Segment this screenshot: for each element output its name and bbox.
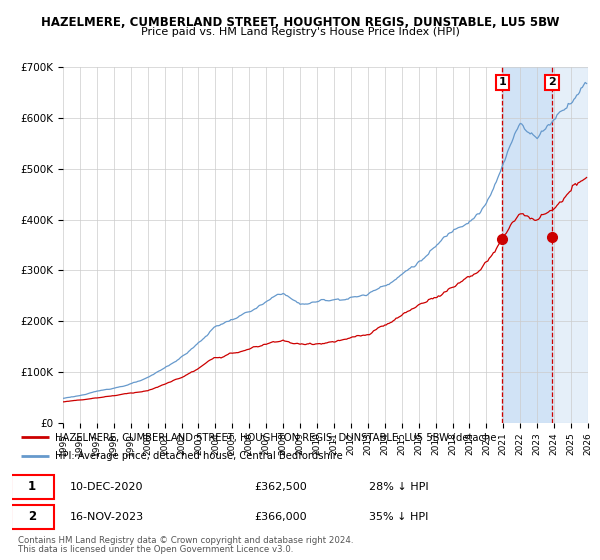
Text: HAZELMERE, CUMBERLAND STREET, HOUGHTON REGIS, DUNSTABLE, LU5 5BW: HAZELMERE, CUMBERLAND STREET, HOUGHTON R… [41,16,559,29]
Text: 35% ↓ HPI: 35% ↓ HPI [369,512,428,522]
FancyBboxPatch shape [11,474,54,499]
Text: HAZELMERE, CUMBERLAND STREET, HOUGHTON REGIS, DUNSTABLE, LU5 5BW (detache: HAZELMERE, CUMBERLAND STREET, HOUGHTON R… [55,432,497,442]
FancyBboxPatch shape [11,505,54,529]
Text: 28% ↓ HPI: 28% ↓ HPI [369,482,429,492]
Text: Contains HM Land Registry data © Crown copyright and database right 2024.: Contains HM Land Registry data © Crown c… [18,536,353,545]
Text: 1: 1 [28,480,36,493]
Text: 10-DEC-2020: 10-DEC-2020 [70,482,143,492]
Text: £366,000: £366,000 [254,512,307,522]
Text: 1: 1 [499,77,506,87]
Text: 2: 2 [548,77,556,87]
Text: 16-NOV-2023: 16-NOV-2023 [70,512,144,522]
Text: HPI: Average price, detached house, Central Bedfordshire: HPI: Average price, detached house, Cent… [55,451,343,461]
Text: 2: 2 [28,510,36,524]
Text: This data is licensed under the Open Government Licence v3.0.: This data is licensed under the Open Gov… [18,545,293,554]
Bar [552,67,588,423]
Text: Price paid vs. HM Land Registry's House Price Index (HPI): Price paid vs. HM Land Registry's House … [140,27,460,37]
Bar [502,67,552,423]
Text: £362,500: £362,500 [254,482,307,492]
